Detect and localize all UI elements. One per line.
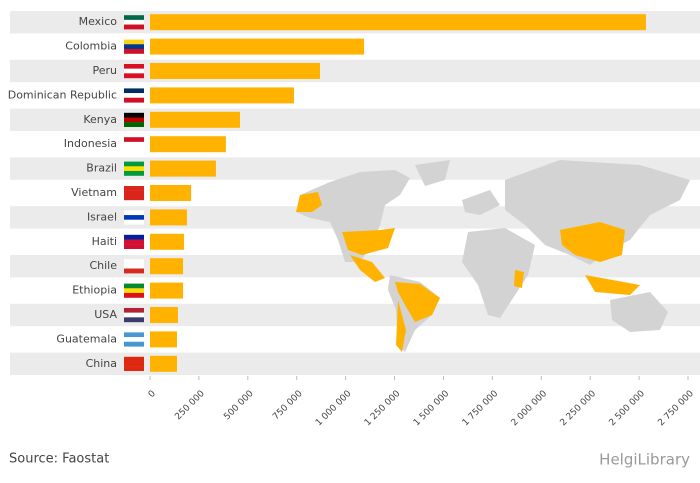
category-label: Colombia [65,40,117,53]
flag [124,337,144,342]
flag [124,312,144,318]
category-label: China [86,357,117,370]
flag [124,259,144,265]
flag [124,186,144,191]
bar [150,63,321,79]
flag [124,283,144,289]
flag [124,234,144,240]
flag [124,15,144,21]
bar [150,355,177,372]
row-stripe [10,303,700,327]
flag [124,19,144,25]
bar [150,258,184,275]
category-label: Mexico [79,15,118,28]
flag [124,122,144,127]
category-label: Peru [92,64,117,77]
category-label: Kenya [83,113,117,126]
flag [124,137,144,143]
bar [150,331,177,348]
flag [124,244,144,249]
flag [124,161,144,167]
bar [150,38,365,55]
flag [124,288,144,294]
category-label: Dominican Republic [8,88,117,101]
source: Source: Faostat [9,452,109,467]
flag [124,190,144,196]
category-label: Ethiopia [72,284,117,297]
flag [124,117,144,123]
flag [124,292,144,298]
bar [150,160,216,177]
category-label: USA [94,308,117,321]
flag [124,64,144,69]
flag [124,97,144,103]
flag [124,24,144,30]
flag [124,112,144,118]
x-tick-label: 1 750 000 [461,389,501,429]
row-stripe [10,352,700,375]
x-tick-label: 2 500 000 [608,389,648,429]
flag [124,166,144,172]
bar [150,111,240,128]
flag [124,44,144,50]
flag [124,366,144,371]
bar [150,185,192,201]
x-tick-label: 750 000 [271,389,305,423]
x-tick-label: 2 250 000 [559,389,599,429]
highlighted-countries [296,192,640,352]
logo: HelgiLibrary [599,451,690,469]
bar [150,307,178,323]
flag [124,317,144,323]
category-label: Vietnam [71,186,117,199]
flag [124,361,144,367]
category-label: Haiti [92,235,117,248]
flag [124,341,144,347]
flag [124,39,144,45]
flag [124,73,144,79]
flag [124,68,144,74]
flag [124,88,144,94]
bar [150,136,226,153]
bar [150,14,646,31]
x-tick-label: 2 000 000 [510,389,550,429]
flag [124,356,144,362]
flag [124,141,144,147]
bar [150,233,185,250]
bar [150,209,187,226]
category-label: Brazil [86,162,117,175]
bar [150,87,294,104]
flag [124,268,144,274]
flag [124,263,144,269]
x-tick-label: 0 [147,389,158,400]
category-label: Indonesia [64,137,117,150]
category-label: Guatemala [56,332,117,345]
flag [124,48,144,54]
x-tick-label: 1 250 000 [363,389,403,429]
flag [124,308,144,313]
x-tick-label: 1 000 000 [314,389,354,429]
x-tick-label: 250 000 [173,389,207,423]
x-tick-label: 2 750 000 [656,389,696,429]
x-tick-label: 500 000 [222,389,256,423]
x-tick-label: 1 500 000 [412,389,452,429]
flag [124,210,144,216]
flag [124,146,144,152]
flag [124,239,144,245]
category-label: Israel [87,210,117,223]
flag [124,195,144,201]
flag [124,219,144,225]
bar [150,282,184,299]
flag [124,93,144,98]
flag [124,332,144,338]
flag [124,215,144,220]
flag [124,170,144,176]
category-label: Chile [89,259,117,272]
